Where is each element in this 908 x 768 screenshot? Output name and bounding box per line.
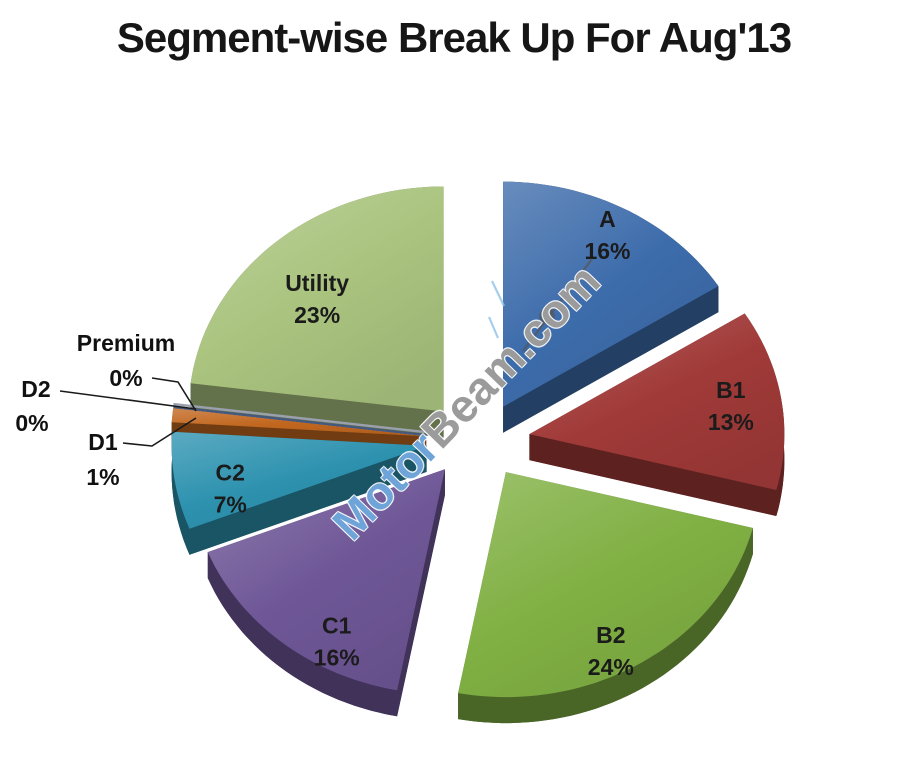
slice-depth-edge-wall — [190, 383, 444, 438]
callout-label-d1: D1 — [88, 429, 118, 455]
callout-percent-d2: 0% — [15, 410, 48, 436]
outside-label-d1: D11% — [86, 417, 197, 490]
slice-depth-edge-wall — [189, 445, 427, 555]
slice-top-face — [171, 431, 427, 529]
slice-label-c1: C1 — [322, 613, 352, 639]
watermark-blue-dash — [491, 280, 505, 307]
slice-label-b1: B1 — [716, 377, 746, 403]
slice-percent-utility: 23% — [294, 302, 340, 328]
chart-title: Segment-wise Break Up For Aug'13 — [116, 14, 792, 61]
slice-depth-arc-wall — [458, 528, 753, 724]
watermark-blue-dash — [487, 316, 500, 339]
slice-depth-arc-wall — [171, 431, 190, 555]
callout-percent-d1: 1% — [86, 464, 119, 490]
slice-top-face — [503, 181, 719, 407]
watermark-needle — [522, 258, 593, 352]
callout-label-d2: D2 — [21, 376, 50, 402]
slice-top-face — [190, 186, 444, 412]
slice-percent-c1: 16% — [314, 645, 360, 671]
slice-depth-arc-wall — [207, 552, 398, 717]
outside-label-d2: D20% — [15, 376, 197, 436]
slice-depth-edge-wall — [503, 286, 719, 433]
slice-depth-edge-wall — [397, 469, 445, 717]
slice-percent-b2: 24% — [588, 654, 634, 680]
pie-slice-utility: Utility 23% — [190, 186, 444, 438]
leader-line-d1 — [122, 417, 197, 447]
slice-label-c2: C2 — [215, 459, 244, 485]
slice-depth-edge-wall — [529, 434, 777, 516]
leader-line-d2 — [59, 390, 197, 410]
zero-slice-line-d2 — [173, 405, 427, 437]
outside-label-premium: Premium 0% — [77, 330, 197, 412]
slice-top-face — [207, 469, 445, 691]
slice-label-utility: Utility — [285, 270, 349, 296]
slice-top-face — [458, 472, 753, 698]
pie-slice-a: A16% — [503, 181, 719, 433]
watermark-gauge-dot — [539, 308, 555, 324]
slice-label-a: A — [599, 206, 616, 232]
callout-label-premium: Premium — [77, 330, 175, 356]
callout-percent-premium: 0% — [109, 365, 142, 391]
leader-line-premium — [151, 377, 197, 412]
watermark-logo-marks — [487, 258, 593, 352]
pie-slice-c2: C27% — [171, 431, 427, 555]
slice-label-b2: B2 — [596, 622, 625, 648]
slice-percent-c2: 7% — [214, 491, 247, 517]
pie-slice-d2 — [173, 405, 427, 437]
slice-percent-b1: 13% — [708, 409, 754, 435]
pie-slice-premium — [173, 402, 427, 434]
zero-slice-line-premium — [173, 402, 427, 434]
slice-top-face — [529, 313, 785, 490]
slice-top-face — [171, 408, 427, 437]
